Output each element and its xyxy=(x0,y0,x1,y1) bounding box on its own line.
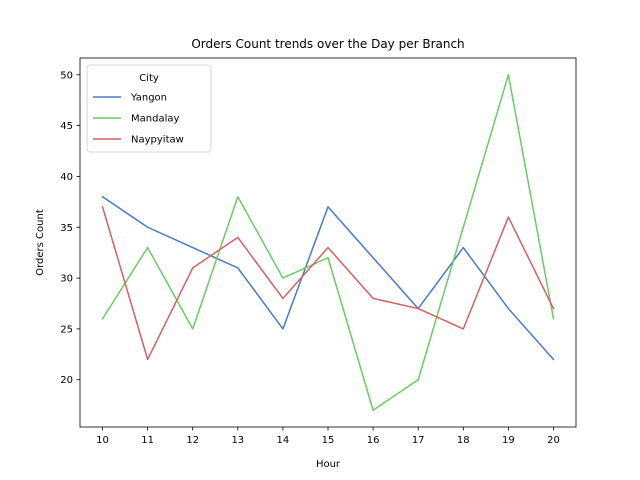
legend-label-naypyitaw: Naypyitaw xyxy=(131,135,184,146)
series-line-yangon xyxy=(101,195,555,361)
y-tick-label: 25 xyxy=(60,324,73,335)
x-tick-label: 19 xyxy=(502,435,515,446)
y-tick-label: 30 xyxy=(60,274,73,285)
legend-label-mandalay: Mandalay xyxy=(131,114,179,125)
x-tick-label: 16 xyxy=(367,435,380,446)
y-tick-label: 20 xyxy=(60,375,73,386)
x-axis: 10 11 12 13 14 15 16 17 18 19 20 xyxy=(96,427,560,446)
x-tick-label: 17 xyxy=(412,435,425,446)
x-axis-label: Hour xyxy=(316,459,341,470)
y-tick-label: 50 xyxy=(60,70,73,81)
legend-label-yangon: Yangon xyxy=(130,93,167,104)
y-axis-label: Orders Count xyxy=(35,209,46,276)
y-tick-label: 40 xyxy=(60,172,73,183)
y-axis: 20 25 30 35 40 45 50 xyxy=(60,70,80,386)
series-line-naypyitaw xyxy=(101,205,555,361)
chart-title: Orders Count trends over the Day per Bra… xyxy=(191,37,464,51)
y-tick-label: 35 xyxy=(60,223,73,234)
legend: City Yangon Mandalay Naypyitaw xyxy=(86,64,212,153)
y-tick-label: 45 xyxy=(60,121,73,132)
legend-title: City xyxy=(139,73,159,84)
x-tick-label: 14 xyxy=(277,435,290,446)
legend-box xyxy=(86,64,212,153)
x-tick-label: 10 xyxy=(96,435,109,446)
x-tick-label: 11 xyxy=(141,435,154,446)
x-tick-label: 18 xyxy=(457,435,470,446)
x-tick-label: 15 xyxy=(322,435,335,446)
x-tick-label: 13 xyxy=(231,435,244,446)
series-line-mandalay xyxy=(101,74,555,411)
series-layer xyxy=(101,74,555,411)
x-tick-label: 20 xyxy=(547,435,560,446)
x-tick-label: 12 xyxy=(186,435,199,446)
